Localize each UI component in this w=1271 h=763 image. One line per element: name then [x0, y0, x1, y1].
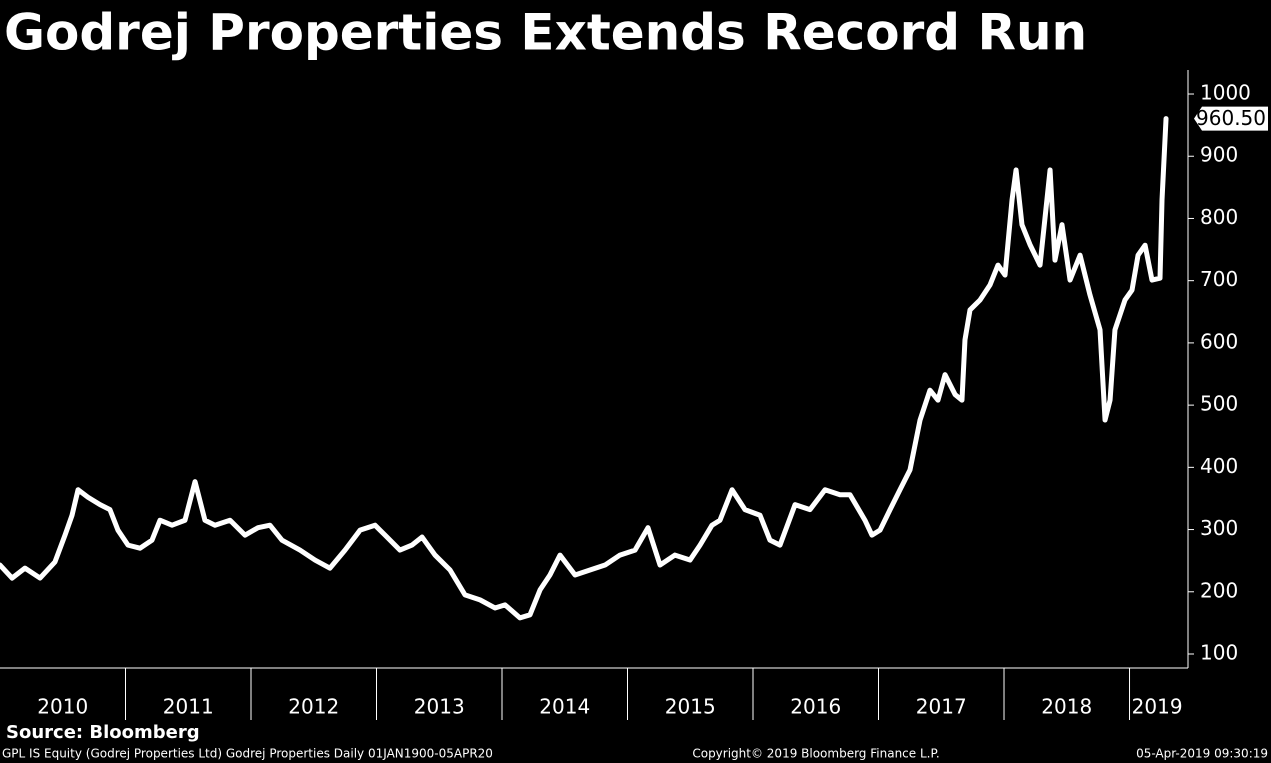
y-tick-label: 800 — [1200, 205, 1238, 229]
x-tick-label: 2012 — [288, 695, 339, 719]
y-tick-label: 1000 — [1200, 81, 1251, 105]
y-tick-label: 200 — [1200, 578, 1238, 602]
chart-title: Godrej Properties Extends Record Run — [4, 4, 1087, 62]
price-line — [0, 116, 1169, 621]
source: Source: Bloomberg — [6, 722, 200, 743]
y-tick-label: 500 — [1200, 392, 1238, 416]
y-tick-label: 300 — [1200, 516, 1238, 540]
x-tick-label: 2017 — [916, 695, 967, 719]
x-tick-label: 2013 — [414, 695, 465, 719]
y-tick-label: 700 — [1200, 267, 1238, 291]
footer-right: 05-Apr-2019 09:30:19 — [1136, 747, 1268, 761]
footer-center: Copyright© 2019 Bloomberg Finance L.P. — [692, 747, 939, 761]
x-tick-label: 2011 — [163, 695, 214, 719]
x-tick-label: 2014 — [539, 695, 590, 719]
x-tick-label: 2010 — [37, 695, 88, 719]
y-tick-label: 600 — [1200, 329, 1238, 353]
y-tick-label: 400 — [1200, 454, 1238, 478]
x-tick-label: 2019 — [1132, 695, 1183, 719]
y-tick-label: 100 — [1200, 641, 1238, 665]
x-tick-label: 2015 — [665, 695, 716, 719]
last-value-label: 960.50 — [1196, 106, 1266, 130]
last-value-tag — [1194, 106, 1268, 131]
y-tick-label: 900 — [1200, 143, 1238, 167]
footer-left: GPL IS Equity (Godrej Properties Ltd) Go… — [2, 747, 493, 761]
x-tick-label: 2018 — [1041, 695, 1092, 719]
x-tick-label: 2016 — [790, 695, 841, 719]
